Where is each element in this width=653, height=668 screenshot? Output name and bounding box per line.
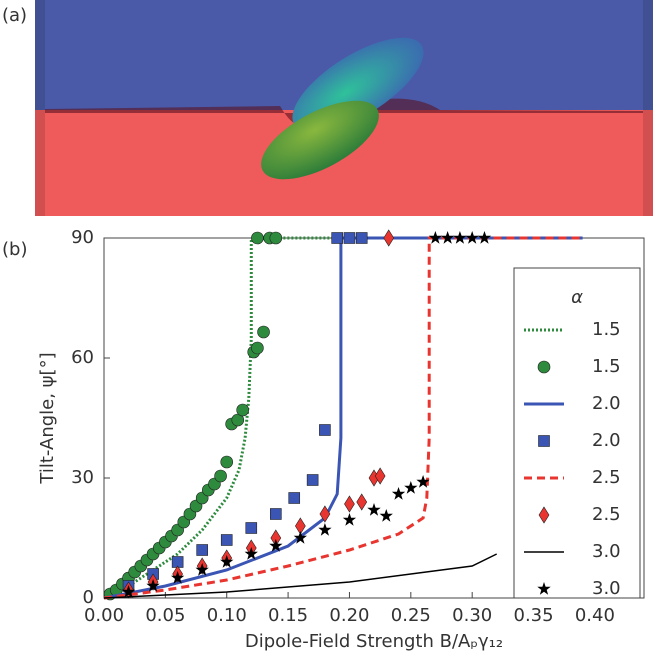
panel-a-image [35,0,653,216]
marker [244,547,258,560]
marker [220,534,233,546]
marker [220,455,234,469]
marker [319,424,331,436]
marker [196,544,208,556]
marker [538,506,550,524]
marker [477,231,492,244]
legend-label: 1.5 [592,319,621,340]
x-tick-label: 0.15 [268,605,308,626]
x-tick-label: 0.00 [84,605,124,626]
y-tick-label: 60 [71,347,94,368]
legend-box [513,267,641,599]
y-tick-label: 0 [83,587,94,608]
series-line [103,236,583,600]
marker [356,493,368,511]
x-tick-label: 0.40 [575,605,615,626]
x-tick-label: 0.30 [452,605,492,626]
x-tick-label: 0.05 [145,605,185,626]
marker [344,495,355,513]
marker [231,413,245,427]
marker [367,503,381,516]
marker [288,492,301,504]
marker [171,571,185,584]
marker [121,585,136,598]
marker [236,403,249,417]
marker [379,509,393,522]
series-line [103,236,583,600]
marker [318,523,332,536]
panel-label: (b) [2,239,27,260]
marker [428,231,442,244]
marker [404,481,418,494]
marker [331,232,343,244]
marker [146,579,160,592]
marker [391,487,406,500]
legend-title: α [571,287,583,308]
series-line [103,236,583,600]
legend-label: 2.0 [592,393,621,414]
marker [342,513,357,526]
x-tick-label: 0.20 [329,605,369,626]
marker [293,531,307,544]
series-line [103,553,498,599]
y-tick-label: 30 [71,467,94,488]
panel-label: (a) [2,5,27,26]
marker [465,231,479,244]
marker [269,231,283,245]
marker [214,469,227,483]
marker [537,582,551,595]
marker [538,435,550,447]
legend: α 1.5 1.5 2.0 2.0 2.5 2.5 3.0 3.0 [513,267,641,599]
x-tick-label: 0.10 [207,605,247,626]
marker [319,505,331,523]
marker [374,467,386,485]
marker [453,231,467,244]
marker [343,232,356,244]
y-axis-label: Tilt-Angle, ψ[°] [37,352,58,484]
marker [441,231,455,244]
x-axis-label: Dipole-Field Strength B/Aₚγ₁₂ [245,631,503,652]
legend-label: 2.5 [592,467,621,488]
y-tick-label: 90 [71,227,94,248]
marker [245,522,258,534]
legend-label: 2.5 [592,504,621,525]
x-tick-label: 0.25 [391,605,431,626]
marker [251,341,264,355]
marker [220,555,234,568]
x-tick-label: 0.35 [514,605,554,626]
marker [195,563,209,576]
marker [251,231,264,245]
legend-label: 3.0 [592,578,621,599]
marker [269,539,283,552]
marker [355,232,368,244]
marker [383,229,395,247]
marker [537,360,551,374]
marker [257,325,270,339]
marker [270,508,282,520]
legend-label: 1.5 [592,356,621,377]
legend-label: 3.0 [592,541,621,562]
marker [306,474,319,486]
legend-label: 2.0 [592,430,621,451]
marker [416,475,430,488]
